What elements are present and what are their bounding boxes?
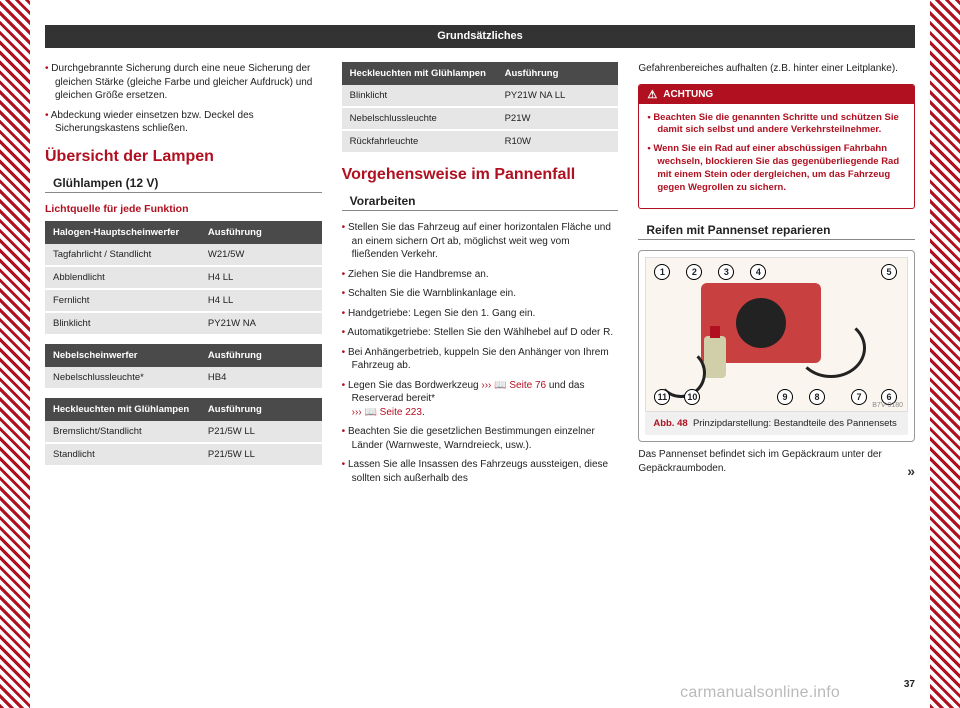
- text-paragraph: Schalten Sie die Warnblinkanlage ein.: [342, 287, 619, 301]
- heading-breakdown-procedure: Vorgehensweise im Pannenfall: [342, 166, 619, 184]
- figure-label: Abb. 48: [653, 418, 687, 429]
- column-1: Durchgebrannte Sicherung durch eine neue…: [45, 62, 322, 491]
- figure-48: 1 2 3 4 5 6 7 8 9 10 11 B7V-0180 Abb. 48…: [638, 250, 915, 442]
- table-row: AbblendlichtH4 LL: [45, 266, 322, 289]
- callout-number: 7: [851, 389, 867, 405]
- decorative-stripe-left: [0, 0, 30, 708]
- subheading-preparations: Vorarbeiten: [342, 194, 619, 211]
- table-rear-lights-b: Heckleuchten mit Glühlampen Ausführung B…: [342, 62, 619, 154]
- table-halogen-headlights: Halogen-Hauptscheinwerfer Ausführung Tag…: [45, 221, 322, 336]
- table-header: Halogen-Hauptscheinwerfer: [45, 221, 200, 244]
- callout-number: 11: [654, 389, 670, 405]
- figure-illustration: 1 2 3 4 5 6 7 8 9 10 11 B7V-0180: [645, 257, 908, 412]
- callout-number: 3: [718, 264, 734, 280]
- subheading-bulbs-12v: Glühlampen (12 V): [45, 176, 322, 193]
- page-content: Grundsätzliches Durchgebrannte Sicherung…: [45, 25, 915, 688]
- sealant-bottle-shape: [704, 336, 726, 378]
- table-row: RückfahrleuchteR10W: [342, 130, 619, 153]
- figure-caption: Abb. 48 Prinzipdarstellung: Bestandteile…: [645, 412, 908, 435]
- callout-number: 10: [684, 389, 700, 405]
- watermark: carmanualsonline.info: [680, 684, 840, 702]
- page-title: Grundsätzliches: [45, 25, 915, 48]
- callout-number: 4: [750, 264, 766, 280]
- column-2: Heckleuchten mit Glühlampen Ausführung B…: [342, 62, 619, 491]
- text-paragraph: Stellen Sie das Fahrzeug auf einer horiz…: [342, 221, 619, 262]
- subheading-light-sources: Lichtquelle für jede Funktion: [45, 203, 322, 215]
- callout-number: 1: [654, 264, 670, 280]
- table-row: StandlichtP21/5W LL: [45, 443, 322, 466]
- callout-number: 2: [686, 264, 702, 280]
- heading-lamps-overview: Übersicht der Lampen: [45, 148, 322, 166]
- table-header: Ausführung: [200, 344, 322, 367]
- figure-code: B7V-0180: [872, 402, 903, 409]
- table-row: Bremslicht/StandlichtP21/5W LL: [45, 421, 322, 443]
- cross-reference: ››› 📖 Seite 223: [352, 407, 422, 418]
- text-paragraph: Handgetriebe: Legen Sie den 1. Gang ein.: [342, 307, 619, 321]
- table-header: Nebelscheinwerfer: [45, 344, 200, 367]
- table-rear-lights-a: Heckleuchten mit Glühlampen Ausführung B…: [45, 398, 322, 467]
- warning-title: ACHTUNG: [639, 85, 914, 104]
- content-columns: Durchgebrannte Sicherung durch eine neue…: [45, 62, 915, 491]
- table-row: FernlichtH4 LL: [45, 289, 322, 312]
- column-3: Gefahrenbereiches aufhalten (z.B. hinter…: [638, 62, 915, 491]
- text-paragraph: Ziehen Sie die Handbremse an.: [342, 268, 619, 282]
- warning-item: Wenn Sie ein Rad auf einer abschüssigen …: [647, 143, 906, 194]
- callout-number: 5: [881, 264, 897, 280]
- callout-number: 8: [809, 389, 825, 405]
- text-paragraph: Lassen Sie alle Insassen des Fahrzeugs a…: [342, 458, 619, 485]
- text-paragraph: Bei Anhängerbetrieb, kuppeln Sie den Anh…: [342, 346, 619, 373]
- warning-box: ACHTUNG Beachten Sie die genannten Schri…: [638, 84, 915, 210]
- table-row: BlinklichtPY21W NA LL: [342, 85, 619, 107]
- warning-body: Beachten Sie die genannten Schritte und …: [639, 104, 914, 209]
- table-fog-lights: Nebelscheinwerfer Ausführung Nebelschlus…: [45, 344, 322, 390]
- text-paragraph: Legen Sie das Bordwerkzeug ››› 📖 Seite 7…: [342, 379, 619, 420]
- table-header: Ausführung: [497, 62, 619, 85]
- warning-item: Beachten Sie die genannten Schritte und …: [647, 112, 906, 138]
- subheading-tire-repair: Reifen mit Pannenset reparieren: [638, 223, 915, 240]
- text-paragraph: Gefahrenbereiches aufhalten (z.B. hinter…: [638, 62, 915, 76]
- page-number: 37: [904, 679, 915, 690]
- decorative-stripe-right: [930, 0, 960, 708]
- callout-number: 9: [777, 389, 793, 405]
- text-paragraph: Das Pannenset befindet sich im Gepäckrau…: [638, 448, 915, 475]
- continuation-icon: »: [907, 462, 915, 481]
- table-header: Ausführung: [200, 398, 322, 421]
- text-paragraph: Abdeckung wieder einsetzen bzw. Deckel d…: [45, 109, 322, 136]
- text-paragraph: Beachten Sie die gesetzlichen Bestimmung…: [342, 425, 619, 452]
- cross-reference: ››› 📖 Seite 76: [481, 380, 546, 391]
- text-paragraph: Durchgebrannte Sicherung durch eine neue…: [45, 62, 322, 103]
- table-row: Tagfahrlicht / StandlichtW21/5W: [45, 244, 322, 266]
- table-row: NebelschlussleuchteP21W: [342, 107, 619, 130]
- table-header: Heckleuchten mit Glühlampen: [45, 398, 200, 421]
- hose-shape: [796, 318, 866, 378]
- table-row: Nebelschlussleuchte*HB4: [45, 367, 322, 389]
- table-header: Ausführung: [200, 221, 322, 244]
- table-row: BlinklichtPY21W NA: [45, 312, 322, 335]
- table-header: Heckleuchten mit Glühlampen: [342, 62, 497, 85]
- text-paragraph: Automatikgetriebe: Stellen Sie den Wählh…: [342, 326, 619, 340]
